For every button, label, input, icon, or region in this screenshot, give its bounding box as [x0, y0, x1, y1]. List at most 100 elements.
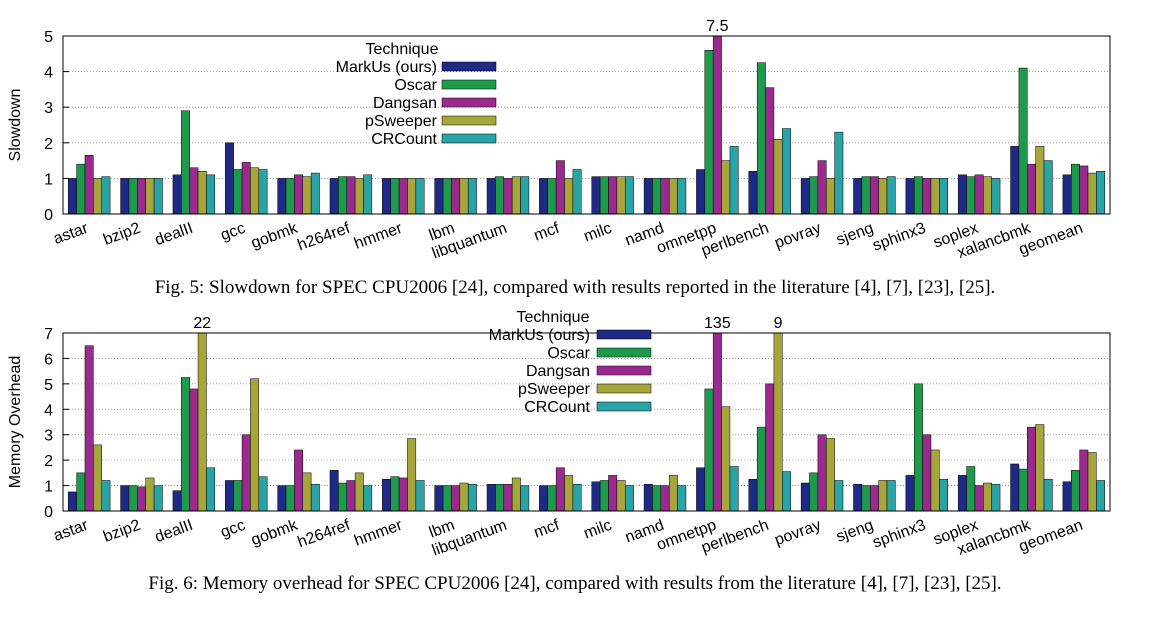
bar	[729, 146, 739, 215]
bar	[258, 169, 268, 215]
bar	[608, 176, 618, 215]
x-tick-label: gcc	[218, 220, 247, 244]
bar	[905, 475, 915, 512]
bar	[250, 378, 260, 512]
bar	[878, 480, 888, 512]
bar	[1087, 452, 1097, 512]
bar	[390, 178, 400, 215]
y-tick-label: 0	[44, 504, 53, 521]
y-tick-label: 4	[44, 402, 53, 419]
x-tick-label: h264ref	[295, 517, 352, 552]
bar	[520, 176, 530, 215]
bar	[564, 178, 574, 215]
bar	[608, 475, 618, 512]
bar	[765, 87, 775, 215]
bar	[905, 178, 915, 215]
bar	[329, 470, 339, 512]
bar-value-label: 22	[193, 315, 211, 332]
bar	[459, 178, 469, 215]
plot-frame	[62, 332, 1111, 512]
legend-swatch	[596, 365, 652, 376]
bar	[834, 480, 844, 512]
bar	[913, 176, 923, 215]
bar	[1018, 468, 1028, 512]
bar	[704, 388, 714, 512]
x-tick-label: mcf	[532, 517, 563, 542]
bar	[547, 178, 557, 215]
bar	[329, 178, 339, 215]
legend-label: CRCount	[524, 399, 590, 416]
bar	[974, 174, 984, 215]
bar	[503, 178, 513, 215]
bar	[1079, 165, 1089, 215]
bar	[861, 485, 871, 512]
x-tick-label: sphinx3	[870, 220, 928, 255]
bar	[809, 176, 819, 215]
bar	[76, 163, 86, 215]
bar	[120, 178, 130, 215]
legend-label: Dangsan	[373, 95, 437, 112]
bar	[668, 178, 678, 215]
bar	[1062, 481, 1072, 512]
bar	[338, 176, 347, 215]
bar	[363, 174, 373, 215]
bar	[137, 178, 146, 215]
bar	[765, 383, 775, 512]
y-tick-label: 3	[44, 428, 53, 445]
bar	[652, 178, 662, 215]
bar	[145, 178, 155, 215]
legend-label: Oscar	[547, 345, 590, 362]
bar	[616, 176, 626, 215]
bar	[773, 138, 783, 215]
bar	[555, 160, 565, 215]
bar	[869, 176, 879, 215]
bar-value-label: 9	[774, 315, 783, 332]
x-tick-label: gcc	[218, 517, 247, 541]
bar	[486, 178, 496, 215]
bar	[957, 174, 967, 215]
bar	[599, 480, 609, 512]
bar	[442, 178, 452, 215]
bar	[1018, 67, 1028, 215]
bar	[1079, 449, 1089, 512]
bar	[712, 35, 722, 215]
bar	[294, 449, 304, 512]
bar	[503, 484, 513, 512]
bar	[1035, 146, 1045, 215]
bar	[643, 178, 653, 215]
bar	[643, 484, 653, 512]
bar	[800, 178, 810, 215]
bar	[817, 160, 827, 215]
bar	[241, 162, 251, 215]
bar	[451, 178, 461, 215]
legend-label: pSweeper	[365, 113, 438, 130]
legend-title: Technique	[366, 41, 439, 58]
bar	[120, 485, 130, 512]
legend-swatch	[596, 329, 652, 340]
legend-swatch	[596, 401, 652, 412]
bar	[101, 480, 111, 512]
bar	[285, 178, 295, 215]
bar	[966, 176, 976, 215]
bar	[991, 484, 1001, 512]
bar	[172, 174, 182, 215]
x-tick-label: povray	[772, 220, 823, 252]
bar	[302, 176, 312, 215]
x-tick-label: bzip2	[101, 220, 143, 249]
bar	[407, 438, 417, 512]
y-tick-label: 5	[44, 29, 53, 46]
bar	[712, 332, 722, 512]
bar	[1035, 424, 1045, 512]
bar	[310, 172, 320, 215]
bar	[878, 178, 888, 215]
bar	[382, 178, 391, 215]
bar	[547, 485, 557, 512]
bar	[756, 62, 766, 215]
bar	[721, 406, 731, 512]
bar	[983, 482, 992, 512]
bar	[756, 426, 766, 512]
bar	[1062, 174, 1072, 215]
caption: Fig. 5: Slowdown for SPEC CPU2006 [24], …	[155, 277, 996, 298]
bar	[591, 481, 601, 512]
